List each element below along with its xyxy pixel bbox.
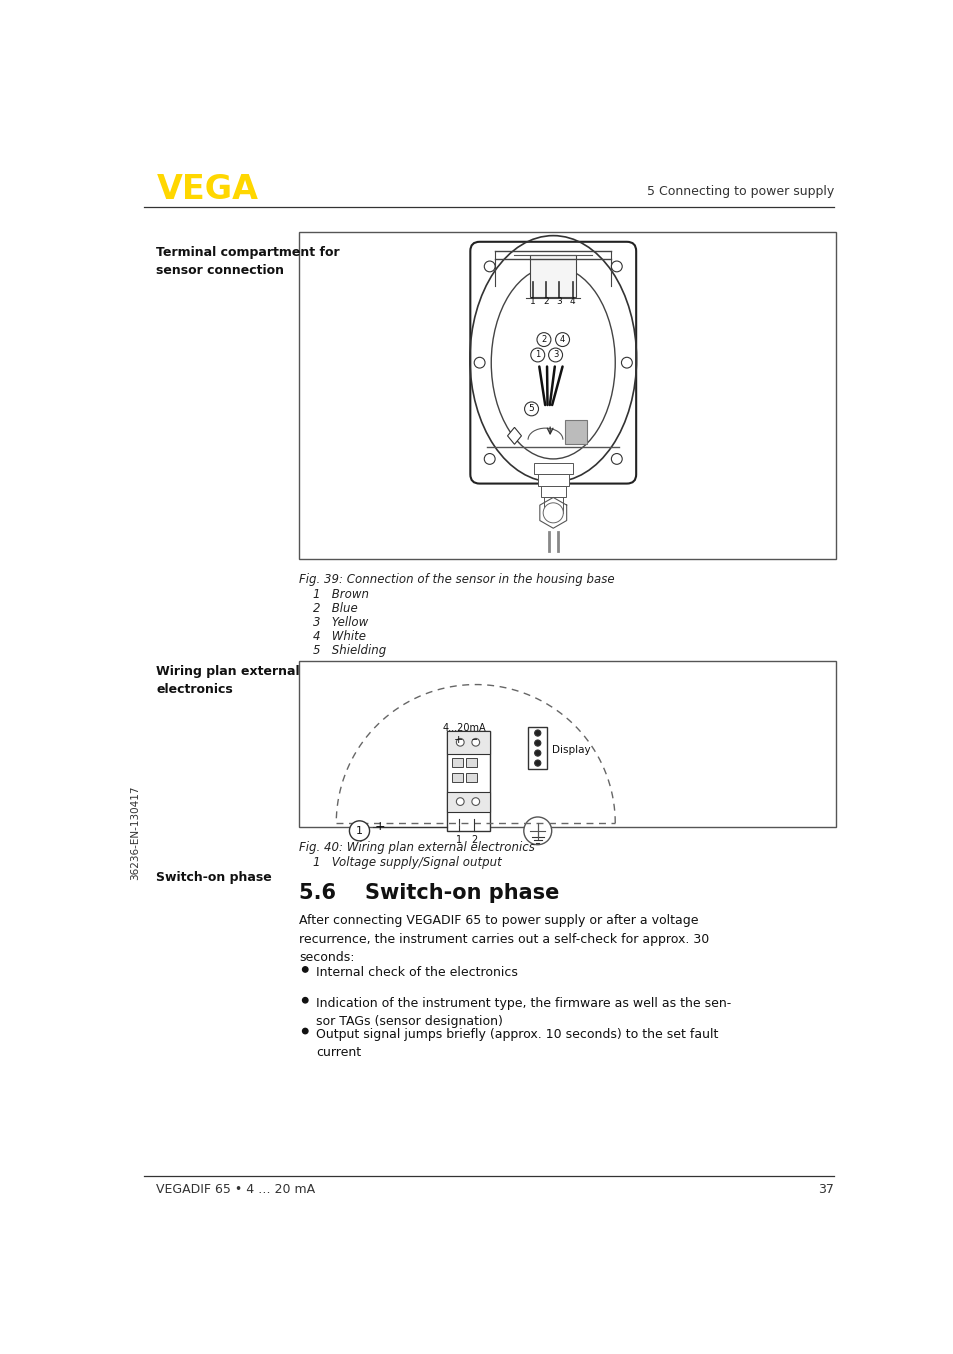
Text: 5.6    Switch-on phase: 5.6 Switch-on phase bbox=[298, 883, 558, 903]
Text: 5: 5 bbox=[528, 405, 534, 413]
Circle shape bbox=[302, 967, 308, 972]
Circle shape bbox=[620, 357, 632, 368]
Text: 36236-EN-130417: 36236-EN-130417 bbox=[130, 785, 139, 880]
Bar bbox=[298, 232, 835, 559]
Text: 5   Shielding: 5 Shielding bbox=[313, 643, 386, 657]
Text: Fig. 40: Wiring plan external electronics: Fig. 40: Wiring plan external electronic… bbox=[298, 841, 535, 854]
Text: 4...20mA: 4...20mA bbox=[442, 723, 485, 733]
Circle shape bbox=[611, 261, 621, 272]
Text: 2: 2 bbox=[471, 834, 476, 845]
Circle shape bbox=[523, 816, 551, 845]
Circle shape bbox=[537, 333, 550, 347]
Text: 1   Brown: 1 Brown bbox=[313, 588, 369, 601]
Bar bbox=[543, 497, 562, 513]
Bar bbox=[540, 486, 565, 497]
Bar bbox=[298, 662, 835, 827]
Bar bbox=[530, 255, 576, 298]
Text: 3   Yellow: 3 Yellow bbox=[313, 616, 368, 630]
Circle shape bbox=[484, 261, 495, 272]
Text: Internal check of the electronics: Internal check of the electronics bbox=[315, 967, 517, 979]
FancyBboxPatch shape bbox=[470, 242, 636, 483]
Bar bbox=[452, 758, 462, 766]
Text: Terminal compartment for
sensor connection: Terminal compartment for sensor connecti… bbox=[156, 245, 339, 276]
Circle shape bbox=[611, 454, 621, 464]
Circle shape bbox=[484, 454, 495, 464]
Circle shape bbox=[302, 998, 308, 1003]
Polygon shape bbox=[507, 428, 521, 444]
Circle shape bbox=[534, 760, 540, 766]
Ellipse shape bbox=[491, 267, 615, 459]
Text: Display: Display bbox=[551, 745, 590, 756]
Text: 37: 37 bbox=[817, 1183, 833, 1196]
Bar bbox=[534, 463, 572, 474]
Text: 3: 3 bbox=[556, 297, 561, 306]
Text: 1: 1 bbox=[530, 297, 536, 306]
Text: 1: 1 bbox=[355, 826, 363, 835]
Circle shape bbox=[555, 333, 569, 347]
Text: 3: 3 bbox=[553, 351, 558, 359]
Text: +: + bbox=[375, 821, 385, 834]
Text: Fig. 39: Connection of the sensor in the housing base: Fig. 39: Connection of the sensor in the… bbox=[298, 573, 614, 586]
Circle shape bbox=[530, 348, 544, 362]
Circle shape bbox=[302, 1028, 308, 1033]
Text: Wiring plan external
electronics: Wiring plan external electronics bbox=[156, 665, 300, 696]
Text: VEGA: VEGA bbox=[156, 173, 258, 206]
Text: 2   Blue: 2 Blue bbox=[313, 603, 357, 615]
Text: 4   White: 4 White bbox=[313, 630, 366, 643]
Bar bbox=[465, 758, 476, 766]
Bar bbox=[537, 474, 568, 486]
Circle shape bbox=[548, 348, 562, 362]
Bar bbox=[465, 773, 476, 783]
Circle shape bbox=[349, 821, 369, 841]
Bar bbox=[447, 731, 489, 831]
Text: +: + bbox=[454, 735, 463, 745]
Text: 4: 4 bbox=[569, 297, 575, 306]
Text: 2: 2 bbox=[540, 334, 546, 344]
Text: –: – bbox=[471, 735, 476, 745]
Text: 2: 2 bbox=[543, 297, 549, 306]
Text: 4: 4 bbox=[559, 334, 564, 344]
Circle shape bbox=[456, 738, 464, 746]
Bar bbox=[528, 727, 546, 769]
Circle shape bbox=[472, 738, 479, 746]
Text: 1: 1 bbox=[456, 834, 461, 845]
Text: 1: 1 bbox=[535, 351, 539, 359]
Text: Output signal jumps briefly (approx. 10 seconds) to the set fault
current: Output signal jumps briefly (approx. 10 … bbox=[315, 1028, 718, 1059]
Bar bbox=[447, 731, 489, 754]
Bar bbox=[447, 792, 489, 811]
Text: 5 Connecting to power supply: 5 Connecting to power supply bbox=[646, 185, 833, 198]
Circle shape bbox=[456, 798, 464, 806]
Circle shape bbox=[534, 741, 540, 746]
Text: Switch-on phase: Switch-on phase bbox=[156, 871, 272, 884]
Bar bbox=[564, 421, 586, 444]
Bar bbox=[452, 773, 462, 783]
Circle shape bbox=[534, 730, 540, 737]
Text: 1   Voltage supply/Signal output: 1 Voltage supply/Signal output bbox=[313, 856, 501, 869]
Circle shape bbox=[474, 357, 484, 368]
Circle shape bbox=[534, 750, 540, 756]
Circle shape bbox=[542, 502, 562, 523]
Circle shape bbox=[524, 402, 537, 416]
Circle shape bbox=[472, 798, 479, 806]
Text: VEGADIF 65 • 4 … 20 mA: VEGADIF 65 • 4 … 20 mA bbox=[156, 1183, 315, 1196]
Text: After connecting VEGADIF 65 to power supply or after a voltage
recurrence, the i: After connecting VEGADIF 65 to power sup… bbox=[298, 914, 709, 964]
Text: Indication of the instrument type, the firmware as well as the sen-
sor TAGs (se: Indication of the instrument type, the f… bbox=[315, 997, 731, 1028]
